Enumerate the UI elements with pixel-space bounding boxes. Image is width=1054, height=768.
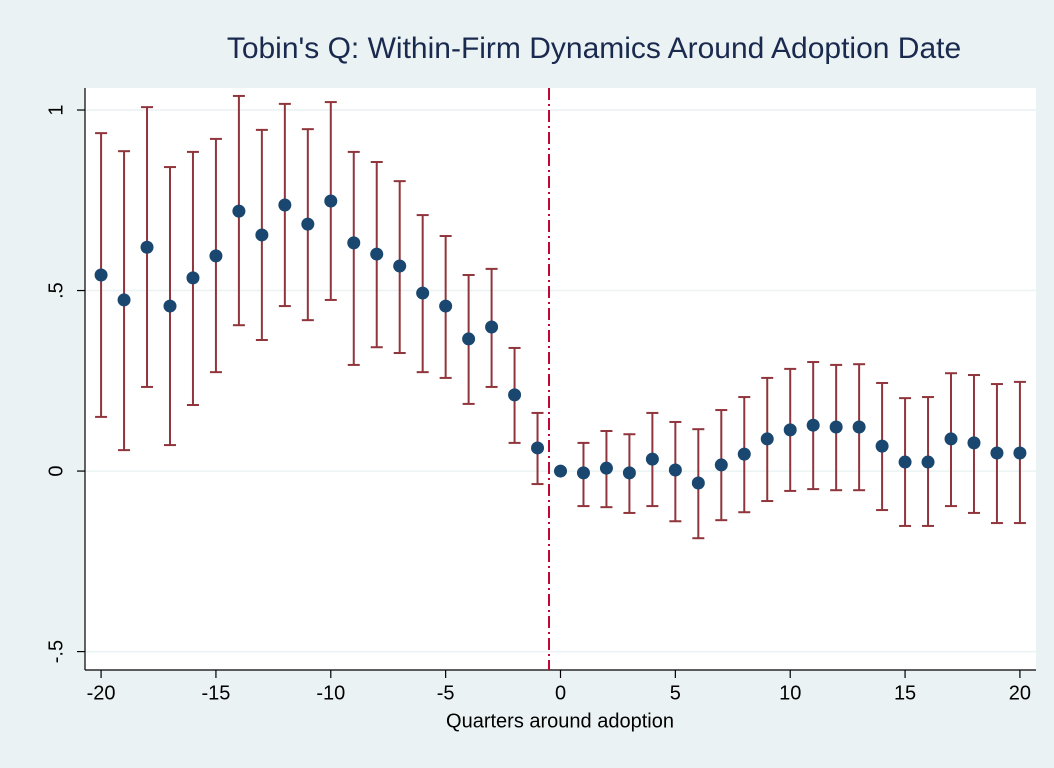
point [967,436,981,450]
point [485,320,499,334]
point [783,423,797,437]
x-tick-label: 15 [894,682,916,704]
point [370,247,384,261]
point [875,439,889,453]
point [645,452,659,466]
point [944,432,958,446]
plot-area [85,88,1036,670]
x-tick-label: 0 [555,682,566,704]
point [140,240,154,254]
point [691,476,705,490]
point [760,432,774,446]
point [898,455,912,469]
point [806,418,820,432]
x-tick-label: -5 [437,682,455,704]
point [232,204,246,218]
point [209,249,223,263]
x-tick-label: -10 [316,682,345,704]
point [186,271,200,285]
point [714,458,728,472]
chart-title: Tobin's Q: Within-Firm Dynamics Around A… [227,32,961,65]
point [324,194,338,208]
y-tick-label: 1 [45,104,67,115]
point [599,461,613,475]
point [462,332,476,346]
point [163,299,177,313]
point [416,286,430,300]
point [439,299,453,313]
x-tick-label: -20 [87,682,116,704]
point [921,455,935,469]
point [990,446,1004,460]
point [737,447,751,461]
point [1013,446,1027,460]
point [393,259,407,273]
error-bar [347,150,360,366]
point [829,420,843,434]
y-tick-label: -.5 [45,640,67,663]
x-tick-label: 5 [670,682,681,704]
point [94,268,108,282]
point [301,217,315,231]
point [622,466,636,480]
point [554,464,567,478]
point [347,236,361,250]
y-tick-label: .5 [45,282,67,299]
point [852,420,866,434]
point [117,293,131,307]
point [278,198,292,212]
x-tick-label: 20 [1009,682,1031,704]
point [531,441,545,455]
y-tick-label: 0 [45,466,67,477]
point [508,388,522,402]
point [668,463,682,477]
point [576,466,590,480]
point [255,228,269,242]
x-tick-label: -15 [201,682,230,704]
x-tick-label: 10 [779,682,801,704]
x-axis-label: Quarters around adoption [446,710,674,732]
